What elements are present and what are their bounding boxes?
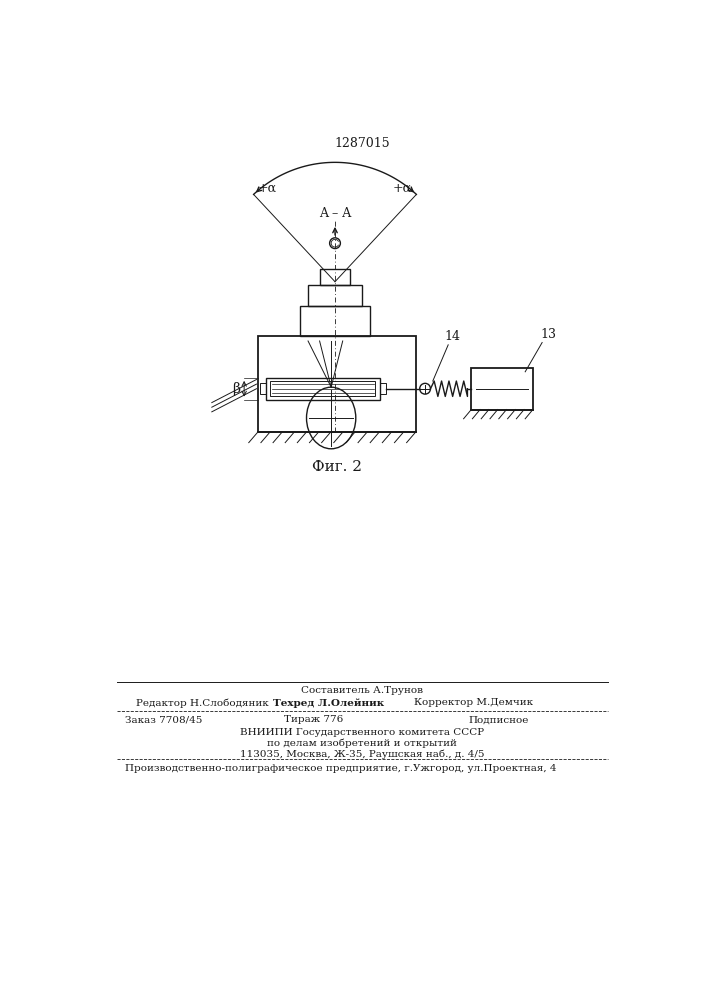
Text: 113035, Москва, Ж-35, Раушская наб., д. 4/5: 113035, Москва, Ж-35, Раушская наб., д. … bbox=[240, 749, 484, 759]
Bar bbox=[472, 368, 533, 410]
Text: ВНИИПИ Государственного комитета СССР: ВНИИПИ Государственного комитета СССР bbox=[240, 728, 484, 737]
Text: Тираж 776: Тираж 776 bbox=[284, 715, 343, 724]
Text: β: β bbox=[233, 382, 240, 396]
Text: Заказ 7708/45: Заказ 7708/45 bbox=[125, 715, 202, 724]
Bar bbox=[320, 269, 351, 285]
Text: Редактор Н.Слободяник: Редактор Н.Слободяник bbox=[136, 698, 269, 708]
Text: Составитель А.Трунов: Составитель А.Трунов bbox=[301, 686, 423, 695]
Bar bbox=[300, 306, 370, 336]
Bar bbox=[380, 383, 386, 394]
Text: Производственно-полиграфическое предприятие, г.Ужгород, ул.Проектная, 4: Производственно-полиграфическое предприя… bbox=[125, 764, 556, 773]
Bar bbox=[258, 336, 416, 432]
Text: +α: +α bbox=[258, 182, 277, 195]
Text: 14: 14 bbox=[444, 330, 460, 343]
Bar bbox=[266, 378, 380, 400]
Bar bbox=[259, 383, 266, 394]
Text: Подписное: Подписное bbox=[469, 715, 529, 724]
Text: по делам изобретений и открытий: по делам изобретений и открытий bbox=[267, 738, 457, 748]
Text: 1287015: 1287015 bbox=[334, 137, 390, 150]
Text: A – A: A – A bbox=[319, 207, 351, 220]
Text: 13: 13 bbox=[540, 328, 556, 341]
Text: Фиг. 2: Фиг. 2 bbox=[312, 460, 361, 474]
Bar bbox=[308, 285, 362, 306]
Bar bbox=[270, 381, 375, 396]
Text: +α: +α bbox=[393, 182, 412, 195]
Text: Корректор М.Демчик: Корректор М.Демчик bbox=[414, 698, 533, 707]
Text: Техред Л.Олейник: Техред Л.Олейник bbox=[273, 698, 385, 708]
